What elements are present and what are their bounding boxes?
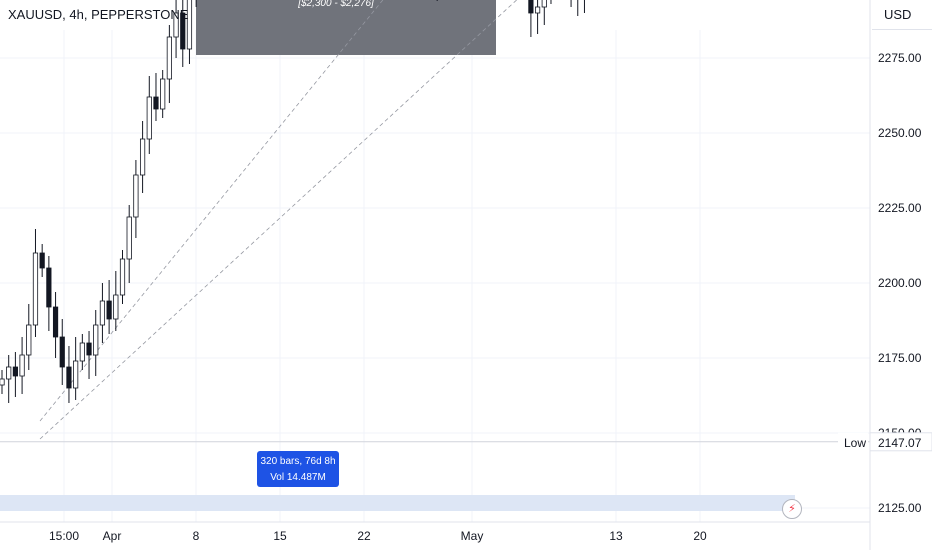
candle-down bbox=[180, 12, 186, 50]
time-tick-label: 20 bbox=[693, 529, 707, 543]
price-flag-name: Low bbox=[844, 436, 866, 450]
candle-up bbox=[534, 6, 541, 14]
candle-up bbox=[0, 378, 5, 386]
candle-down bbox=[106, 300, 112, 320]
candle-up bbox=[19, 354, 25, 377]
channel-line bbox=[39, 0, 384, 422]
channel-lines-layer bbox=[39, 0, 518, 440]
candle-up bbox=[541, 0, 547, 8]
candle-up bbox=[99, 300, 106, 326]
time-tick-label: 13 bbox=[609, 529, 623, 543]
candle-down bbox=[39, 252, 45, 269]
candle-down bbox=[528, 0, 534, 14]
time-tick-label: 15:00 bbox=[49, 529, 79, 543]
time-tick-label: May bbox=[461, 529, 484, 543]
candle-down bbox=[86, 342, 92, 356]
measure-bars-text: 320 bars, 76d 8h bbox=[260, 456, 336, 467]
candle-up bbox=[6, 366, 12, 380]
price-flag-name-bg bbox=[838, 432, 868, 451]
price-tick-label: 2225.00 bbox=[878, 201, 922, 215]
candle-up bbox=[119, 258, 126, 296]
candle-down bbox=[46, 267, 52, 308]
price-tick-label: 2200.00 bbox=[878, 276, 922, 290]
candle-up bbox=[79, 342, 85, 362]
candle-down bbox=[66, 366, 72, 389]
measure-tooltip: 320 bars, 76d 8h Vol 14.487M bbox=[257, 451, 339, 487]
zones-layer: supply zone[$2,431 - $2,400]demand zone[… bbox=[196, 0, 496, 55]
time-tick-label: 15 bbox=[273, 529, 287, 543]
candle-up bbox=[146, 96, 152, 140]
price-tick-label: 2125.00 bbox=[878, 501, 922, 515]
symbol-title[interactable]: XAUUSD, 4h, PEPPERSTONE bbox=[8, 7, 189, 22]
levels-layer: $2,431.00 Level$2,400.00 Level bbox=[0, 441, 870, 511]
candle-up bbox=[93, 324, 99, 356]
candle-up bbox=[133, 174, 139, 218]
candle-up bbox=[32, 252, 39, 326]
price-flag-value: 2147.07 bbox=[878, 436, 922, 450]
candle-up bbox=[186, 0, 193, 50]
candle-up bbox=[113, 294, 119, 320]
candle-up bbox=[166, 36, 172, 80]
time-tick-label: 22 bbox=[357, 529, 371, 543]
time-tick-label: 8 bbox=[193, 529, 200, 543]
candle-up bbox=[26, 324, 32, 356]
candle-up bbox=[139, 138, 146, 176]
low-band bbox=[0, 495, 795, 511]
candle-up bbox=[173, 12, 179, 38]
candle-up bbox=[160, 78, 166, 110]
candle-down bbox=[153, 96, 159, 110]
price-tick-label: 2275.00 bbox=[878, 51, 922, 65]
chart-grid bbox=[0, 30, 870, 522]
candle-down bbox=[59, 336, 65, 368]
candle-down bbox=[52, 306, 59, 338]
candle-up bbox=[73, 360, 79, 389]
candles-layer bbox=[0, 0, 585, 403]
candle-down bbox=[12, 366, 18, 377]
price-tick-label: 2175.00 bbox=[878, 351, 922, 365]
price-flag-bg bbox=[869, 432, 932, 452]
channel-line bbox=[39, 0, 518, 440]
alert-bolt-icon[interactable]: ⚡ bbox=[782, 499, 802, 519]
time-tick-label: Apr bbox=[103, 529, 122, 543]
price-tick-label: 2250.00 bbox=[878, 126, 922, 140]
candle-up bbox=[126, 216, 132, 260]
measure-vol-text: Vol 14.487M bbox=[270, 472, 326, 483]
currency-selector[interactable]: USD bbox=[872, 0, 932, 30]
zone-range-label: [$2,300 - $2,276] bbox=[297, 0, 374, 9]
